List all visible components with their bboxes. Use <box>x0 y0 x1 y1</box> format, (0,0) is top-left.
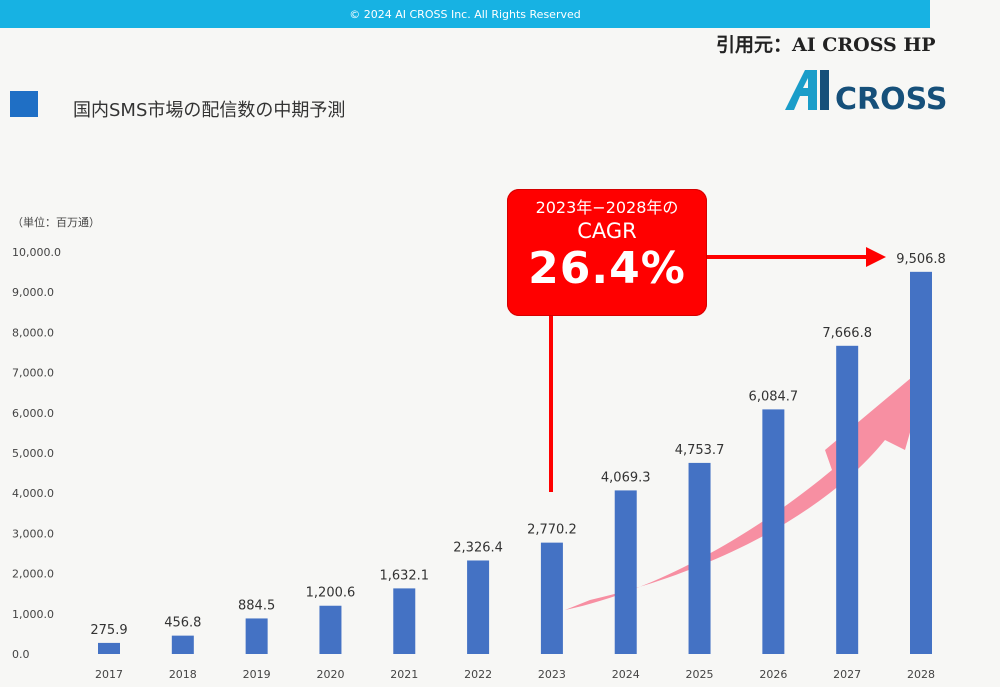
bar-2025 <box>688 462 711 654</box>
y-tick-label: 5,000.0 <box>12 447 54 460</box>
svg-text:CROSS: CROSS <box>835 82 948 114</box>
y-tick-label: 8,000.0 <box>12 326 54 339</box>
bar-2023 <box>540 542 563 654</box>
y-tick-label: 4,000.0 <box>12 487 54 500</box>
data-label: 456.8 <box>164 616 201 631</box>
data-label: 9,506.8 <box>896 252 946 267</box>
data-label: 4,753.7 <box>675 443 725 458</box>
y-tick-label: 0.0 <box>12 648 30 661</box>
y-tick-label: 3,000.0 <box>12 527 54 540</box>
data-label: 2,770.2 <box>527 523 577 538</box>
bar-2017 <box>98 642 120 654</box>
y-tick-label: 9,000.0 <box>12 286 54 299</box>
bar-2021 <box>393 588 416 654</box>
ai-cross-logo: CROSS <box>785 70 948 114</box>
y-tick-label: 7,000.0 <box>12 367 54 380</box>
cagr-value: 26.4% <box>528 243 686 294</box>
y-tick-label: 10,000.0 <box>12 246 61 259</box>
y-tick-label: 1,000.0 <box>12 608 54 621</box>
slide-title: 国内SMS市場の配信数の中期予測 <box>73 100 346 121</box>
data-label: 4,069.3 <box>601 470 651 485</box>
copyright-bar: © 2024 AI CROSS Inc. All Rights Reserved <box>0 0 930 28</box>
bar-2028 <box>910 271 932 654</box>
x-tick-label: 2023 <box>538 668 566 681</box>
cagr-period: 2023年−2028年の <box>535 198 679 217</box>
unit-label: （単位：百万通） <box>12 216 100 229</box>
data-label: 884.5 <box>238 598 275 613</box>
bar-2018 <box>171 635 194 654</box>
x-tick-label: 2022 <box>464 668 492 681</box>
x-tick-label: 2020 <box>316 668 344 681</box>
x-tick-label: 2025 <box>686 668 714 681</box>
cagr-arrows <box>549 247 886 492</box>
data-label: 275.9 <box>90 623 127 638</box>
bar-2022 <box>467 560 490 654</box>
bar-2027 <box>836 345 859 654</box>
copyright-text: © 2024 AI CROSS Inc. All Rights Reserved <box>349 7 581 21</box>
data-label: 2,326.4 <box>453 540 503 555</box>
x-tick-label: 2017 <box>95 668 123 681</box>
bar-2020 <box>319 605 342 654</box>
y-tick-label: 6,000.0 <box>12 407 54 420</box>
x-tick-label: 2027 <box>833 668 861 681</box>
bar-2024 <box>614 490 637 654</box>
data-label: 1,632.1 <box>379 568 429 583</box>
x-tick-label: 2021 <box>390 668 418 681</box>
x-tick-label: 2028 <box>907 668 935 681</box>
x-tick-label: 2019 <box>243 668 271 681</box>
cagr-callout: 2023年−2028年の CAGR 26.4% <box>507 189 707 316</box>
data-label: 7,666.8 <box>822 326 872 341</box>
data-label: 6,084.7 <box>749 389 799 404</box>
x-tick-label: 2018 <box>169 668 197 681</box>
bar-2026 <box>762 409 785 654</box>
cagr-label: CAGR <box>577 219 637 243</box>
data-label: 1,200.6 <box>306 586 356 601</box>
y-tick-label: 2,000.0 <box>12 568 54 581</box>
title-marker <box>10 91 38 117</box>
x-tick-label: 2026 <box>759 668 787 681</box>
bar-2019 <box>245 618 268 654</box>
source-label: 引用元：AI CROSS HP <box>716 34 936 56</box>
x-tick-label: 2024 <box>612 668 640 681</box>
